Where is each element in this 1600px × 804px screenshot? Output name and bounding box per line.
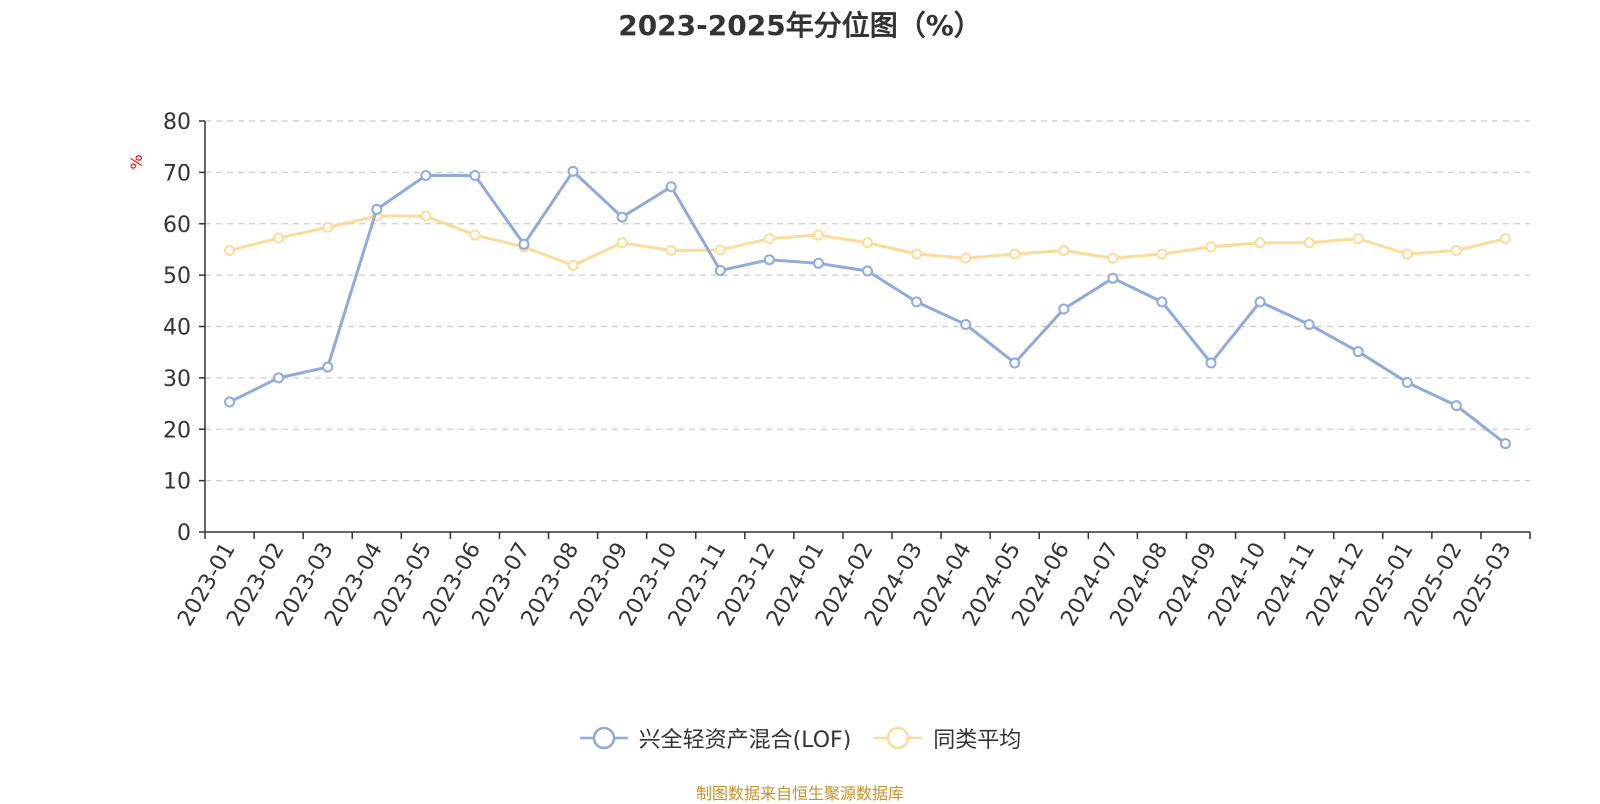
- data-point-fund: [322, 361, 334, 373]
- data-point-fund: [371, 203, 383, 215]
- legend-label: 同类平均: [933, 728, 1022, 753]
- data-point-peer-average: [1352, 233, 1364, 245]
- y-tick-label: 20: [163, 418, 191, 443]
- data-point-peer-average: [224, 244, 236, 256]
- data-point-fund: [273, 372, 285, 384]
- axes: 010203040506070802023-012023-022023-0320…: [163, 110, 1531, 631]
- data-point-fund: [518, 238, 530, 250]
- data-point-peer-average: [322, 221, 334, 233]
- data-point-fund: [1450, 400, 1462, 412]
- data-point-peer-average: [1303, 237, 1315, 249]
- data-point-fund: [665, 181, 677, 193]
- data-point-peer-average: [1499, 233, 1511, 245]
- series-layer: [224, 165, 1511, 450]
- y-tick-label: 50: [163, 264, 191, 289]
- data-point-peer-average: [960, 252, 972, 264]
- data-point-peer-average: [567, 259, 579, 271]
- data-point-fund: [960, 318, 972, 330]
- y-tick-label: 60: [163, 213, 191, 238]
- data-point-peer-average: [911, 248, 923, 260]
- data-point-peer-average: [1058, 244, 1070, 256]
- data-point-peer-average: [862, 237, 873, 249]
- data-point-peer-average: [763, 233, 775, 245]
- series-line-fund: [228, 169, 1507, 445]
- y-tick-label: 80: [163, 110, 191, 135]
- data-point-peer-average: [1009, 248, 1021, 260]
- y-tick-label: 30: [163, 367, 191, 392]
- data-point-peer-average: [1401, 248, 1413, 260]
- data-point-fund: [224, 396, 236, 408]
- data-point-fund: [763, 254, 775, 266]
- source-note: 制图数据来自恒生聚源数据库: [695, 784, 904, 803]
- y-tick-label: 10: [163, 470, 191, 495]
- legend-swatch-icon: [579, 726, 628, 750]
- legend-swatch-circle: [887, 726, 910, 750]
- data-point-fund: [1499, 438, 1511, 450]
- data-point-peer-average: [665, 244, 677, 256]
- data-point-fund: [1352, 346, 1364, 358]
- data-point-fund: [1156, 296, 1168, 308]
- data-point-fund: [616, 211, 628, 223]
- y-axis-label: %: [127, 154, 146, 169]
- data-point-peer-average: [1450, 244, 1462, 256]
- data-point-peer-average: [469, 229, 481, 241]
- legend-swatch-icon: [874, 726, 923, 750]
- legend-swatch-circle: [592, 726, 615, 750]
- legend-item[interactable]: 兴全轻资产混合(LOF): [579, 722, 852, 754]
- data-point-fund: [1009, 357, 1021, 369]
- grid-lines: [205, 120, 1530, 482]
- data-point-fund: [469, 169, 481, 181]
- y-tick-label: 0: [177, 521, 191, 546]
- data-point-fund: [1401, 376, 1413, 388]
- data-point-peer-average: [714, 244, 726, 256]
- data-point-peer-average: [420, 210, 432, 222]
- data-point-peer-average: [1205, 241, 1217, 253]
- data-point-peer-average: [812, 229, 824, 241]
- data-point-peer-average: [273, 232, 285, 244]
- data-point-fund: [714, 265, 726, 277]
- legend-item[interactable]: 同类平均: [873, 722, 1021, 754]
- y-tick-label: 40: [163, 316, 191, 341]
- chart-title: 2023-2025年分位图（%）: [618, 9, 982, 42]
- data-point-peer-average: [1156, 248, 1168, 260]
- legend-label: 兴全轻资产混合(LOF): [638, 728, 852, 753]
- data-point-fund: [1205, 357, 1217, 369]
- data-point-fund: [1107, 272, 1119, 284]
- data-point-fund: [812, 257, 824, 269]
- legend: 兴全轻资产混合(LOF) 同类平均: [0, 722, 1600, 754]
- data-point-fund: [1303, 318, 1315, 330]
- data-point-peer-average: [1107, 252, 1119, 264]
- data-point-fund: [1058, 303, 1070, 315]
- data-point-fund: [567, 165, 579, 177]
- data-point-fund: [1254, 296, 1266, 308]
- y-tick-label: 70: [163, 161, 191, 186]
- data-point-peer-average: [616, 237, 628, 249]
- data-point-fund: [420, 169, 432, 181]
- data-point-fund: [911, 296, 923, 308]
- data-point-fund: [862, 265, 873, 277]
- data-point-peer-average: [1254, 237, 1266, 249]
